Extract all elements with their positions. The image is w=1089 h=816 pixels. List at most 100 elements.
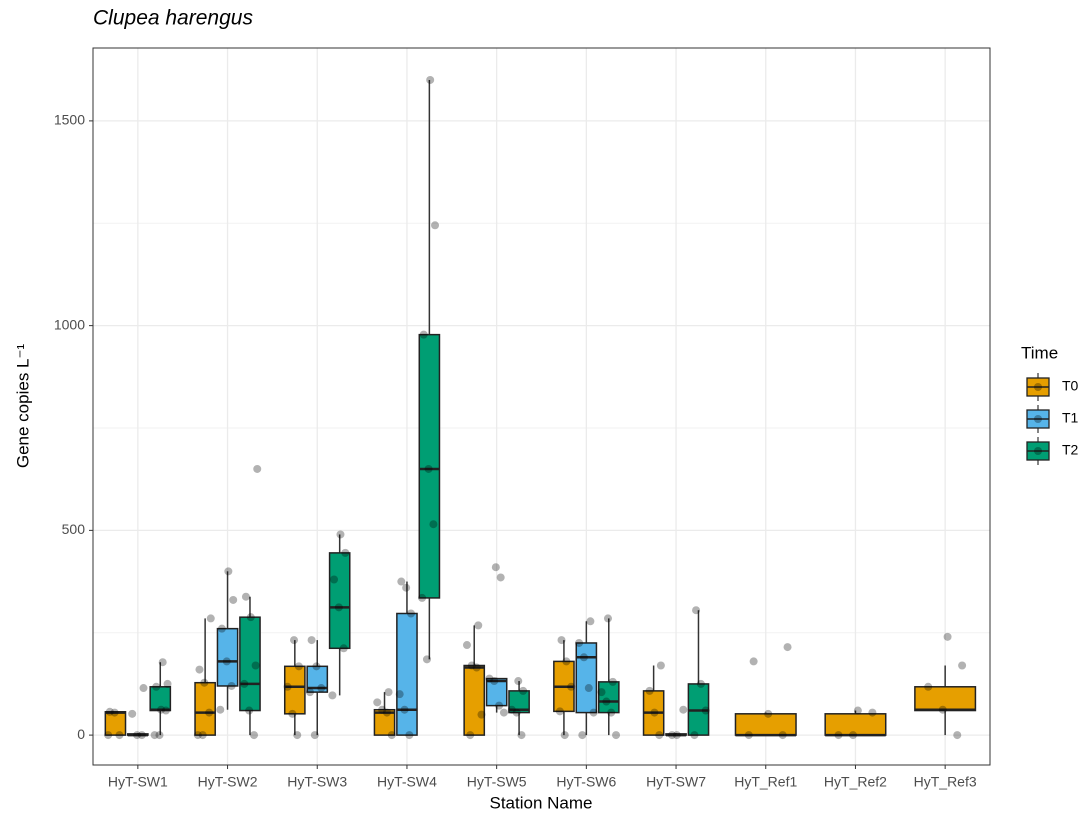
- data-point: [749, 657, 758, 666]
- data-point: [155, 731, 164, 740]
- data-point: [562, 657, 571, 666]
- data-point: [602, 697, 611, 706]
- data-point: [336, 530, 345, 539]
- data-point: [405, 731, 414, 740]
- data-point: [110, 708, 119, 717]
- legend-point: [1034, 415, 1042, 423]
- data-point: [384, 688, 393, 697]
- data-point: [227, 681, 236, 690]
- data-point: [161, 706, 170, 715]
- data-point: [307, 636, 316, 645]
- data-point: [193, 731, 202, 740]
- data-point: [163, 679, 172, 688]
- data-point: [339, 644, 348, 653]
- data-point: [924, 682, 933, 691]
- y-axis-title: Gene copies L⁻¹: [13, 344, 32, 469]
- box: [575, 642, 598, 714]
- data-point: [283, 682, 292, 691]
- data-point: [395, 690, 404, 699]
- x-tick-label: HyT-SW6: [556, 774, 616, 790]
- data-point: [387, 731, 396, 740]
- data-point: [406, 609, 415, 618]
- data-point: [958, 661, 967, 670]
- x-tick-label: HyT-SW2: [198, 774, 258, 790]
- box: [239, 616, 261, 712]
- data-point: [567, 682, 576, 691]
- data-point: [557, 636, 566, 645]
- data-point: [152, 682, 161, 691]
- data-point: [378, 705, 387, 714]
- data-point: [650, 708, 659, 717]
- data-point: [603, 614, 612, 623]
- data-point: [224, 567, 233, 576]
- data-point: [216, 705, 225, 714]
- data-point: [467, 661, 476, 670]
- data-point: [341, 548, 350, 557]
- data-point: [206, 614, 215, 623]
- y-tick-label: 500: [62, 521, 86, 537]
- data-point: [466, 731, 475, 740]
- data-point: [512, 708, 521, 717]
- data-point: [310, 731, 319, 740]
- data-point: [586, 617, 595, 626]
- y-tick-label: 1000: [54, 316, 85, 332]
- data-point: [744, 731, 753, 740]
- data-point: [217, 624, 226, 633]
- data-point: [373, 698, 382, 707]
- box: [418, 333, 441, 599]
- legend-label: T0: [1062, 378, 1079, 394]
- data-point: [555, 707, 564, 716]
- data-point: [589, 708, 598, 717]
- data-point: [293, 731, 302, 740]
- data-point: [422, 655, 431, 664]
- box: [216, 627, 239, 687]
- data-point: [938, 705, 947, 714]
- data-point: [402, 583, 411, 592]
- data-point: [943, 632, 952, 641]
- data-point: [690, 731, 699, 740]
- data-point: [115, 731, 124, 740]
- data-point: [222, 657, 231, 666]
- data-point: [158, 658, 167, 667]
- data-point: [312, 662, 321, 671]
- data-point: [597, 688, 606, 697]
- panel-border: [92, 47, 991, 766]
- x-tick-label: HyT-SW7: [646, 774, 706, 790]
- data-point: [429, 520, 438, 529]
- data-point: [668, 731, 677, 740]
- data-point: [472, 663, 481, 672]
- data-point: [431, 221, 440, 230]
- data-point: [139, 684, 148, 693]
- data-point: [334, 603, 343, 612]
- data-point: [137, 731, 146, 740]
- data-point: [696, 679, 705, 688]
- data-point: [198, 731, 207, 740]
- data-point: [679, 705, 688, 714]
- data-point: [485, 674, 494, 683]
- box: [194, 681, 216, 736]
- data-point: [128, 709, 137, 718]
- data-point: [150, 731, 159, 740]
- data-point: [655, 731, 664, 740]
- box: [396, 612, 418, 736]
- data-point: [397, 577, 406, 586]
- legend-point: [1034, 383, 1042, 391]
- data-point: [953, 731, 962, 740]
- x-tick-label: HyT-SW1: [108, 774, 168, 790]
- data-point: [672, 731, 681, 740]
- data-point: [560, 731, 569, 740]
- chart-title: Clupea harengus: [93, 7, 253, 30]
- data-point: [645, 686, 654, 695]
- box: [283, 665, 306, 715]
- data-point: [195, 665, 204, 674]
- data-point: [288, 709, 297, 718]
- x-tick-label: HyT-SW5: [467, 774, 527, 790]
- data-point: [462, 641, 471, 650]
- data-point: [104, 731, 113, 740]
- data-point: [294, 662, 303, 671]
- legend-title: Time: [1021, 343, 1058, 362]
- data-point: [496, 573, 505, 582]
- data-point: [424, 464, 433, 473]
- box: [508, 690, 530, 714]
- data-point: [330, 575, 339, 584]
